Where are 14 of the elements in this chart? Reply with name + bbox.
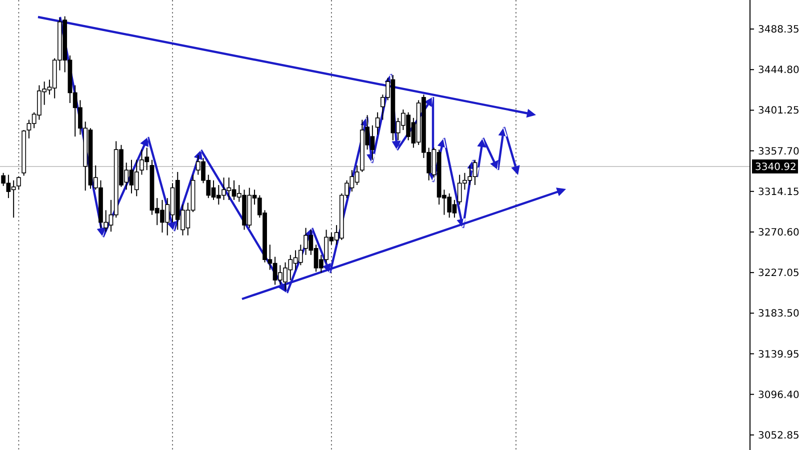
candlestick <box>16 176 21 190</box>
y-tick-label: 3096.40 <box>758 390 800 401</box>
ref-line-label: 3340.92 <box>755 162 796 173</box>
y-tick-label: 3139.95 <box>758 349 800 360</box>
y-tick-label: 3357.70 <box>758 146 800 158</box>
y-tick-label: 3444.80 <box>758 65 800 76</box>
candlestick <box>375 112 380 136</box>
y-tick-label: 3183.50 <box>758 308 800 320</box>
y-tick-label: 3270.60 <box>758 227 800 238</box>
y-tick-label: 3401.25 <box>758 106 800 117</box>
y-tick-label: 3488.35 <box>758 24 800 36</box>
y-tick-label: 3052.85 <box>758 430 800 442</box>
y-tick-label: 3314.15 <box>758 186 800 198</box>
y-tick-label: 3227.05 <box>758 268 800 280</box>
